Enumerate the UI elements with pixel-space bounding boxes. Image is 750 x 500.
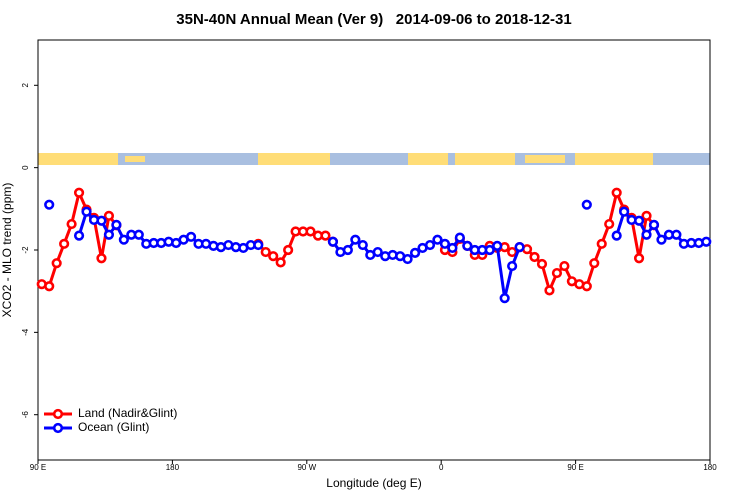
point: [551, 267, 563, 279]
chart-title: 35N-40N Annual Mean (Ver 9) 2014-09-06 t…: [176, 11, 571, 28]
land-strip: [575, 153, 653, 165]
point: [611, 187, 622, 198]
point: [648, 219, 660, 230]
point: [439, 238, 451, 249]
x-tick-label: 90 W: [297, 463, 316, 472]
point: [96, 215, 107, 226]
point: [253, 239, 264, 251]
land-ocean-strip: [38, 153, 710, 165]
point: [342, 244, 353, 256]
point: [507, 246, 518, 258]
legend-label: Ocean (Glint): [78, 420, 149, 434]
point: [44, 281, 55, 292]
point: [111, 219, 122, 230]
point: [671, 229, 682, 240]
point: [305, 226, 316, 237]
point: [275, 257, 286, 268]
series: [44, 199, 712, 304]
y-tick-label: 0: [21, 165, 30, 170]
land-strip: [258, 153, 330, 165]
land-strip: [125, 156, 145, 162]
land-strip: [408, 153, 448, 165]
point: [529, 251, 540, 263]
point: [327, 236, 339, 247]
point: [103, 210, 115, 221]
point: [619, 206, 630, 217]
point: [633, 215, 645, 226]
point: [260, 246, 271, 258]
point: [447, 242, 458, 254]
point: [409, 247, 421, 258]
point: [268, 251, 279, 262]
point: [357, 239, 368, 251]
land-strip: [38, 153, 118, 165]
series: [36, 187, 660, 296]
point: [633, 253, 645, 264]
point: [611, 230, 622, 241]
x-tick-label: 90 E: [30, 463, 46, 472]
y-tick-label: -6: [21, 411, 30, 419]
point: [514, 242, 525, 253]
y-axis-label: XCO2 - MLO trend (ppm): [0, 183, 14, 318]
x-tick-label: 180: [166, 463, 180, 472]
point: [73, 230, 85, 241]
point: [596, 238, 607, 249]
x-tick-label: 90 E: [567, 463, 583, 472]
point: [581, 199, 592, 210]
point: [604, 218, 615, 230]
point: [51, 258, 62, 269]
point: [544, 285, 555, 296]
legend-marker: [52, 422, 64, 434]
point: [59, 238, 70, 249]
point: [118, 234, 129, 245]
legend-label: Land (Nadir&Glint): [78, 406, 177, 420]
point: [701, 236, 712, 247]
point: [641, 210, 652, 221]
y-tick-label: 2: [21, 83, 30, 88]
point: [133, 229, 144, 240]
point: [372, 246, 383, 258]
y-tick-label: -2: [21, 246, 30, 254]
point: [402, 253, 413, 265]
point: [103, 229, 115, 240]
point: [536, 258, 548, 270]
land-strip: [455, 153, 515, 165]
point: [73, 187, 85, 198]
point: [454, 232, 465, 243]
point: [589, 258, 600, 269]
point: [581, 281, 592, 292]
y-tick-label: -4: [21, 328, 30, 336]
x-tick-label: 180: [703, 463, 717, 472]
x-tick-label: 0: [439, 463, 444, 472]
point: [96, 253, 107, 264]
point: [484, 244, 495, 256]
point: [185, 231, 197, 242]
point: [641, 229, 652, 240]
point: [499, 293, 510, 304]
point: [44, 199, 55, 210]
point: [320, 230, 331, 241]
point: [656, 234, 667, 245]
point: [350, 234, 361, 245]
point: [66, 218, 77, 230]
point: [432, 234, 443, 245]
point: [424, 239, 436, 251]
point: [81, 206, 92, 217]
legend-marker: [52, 408, 64, 420]
point: [507, 260, 518, 272]
point: [492, 240, 503, 251]
land-strip: [525, 155, 565, 163]
point: [462, 240, 473, 251]
point: [283, 244, 294, 256]
x-axis-label: Longitude (deg E): [326, 476, 421, 490]
legend: Land (Nadir&Glint)Ocean (Glint): [44, 406, 177, 434]
point: [559, 260, 570, 272]
